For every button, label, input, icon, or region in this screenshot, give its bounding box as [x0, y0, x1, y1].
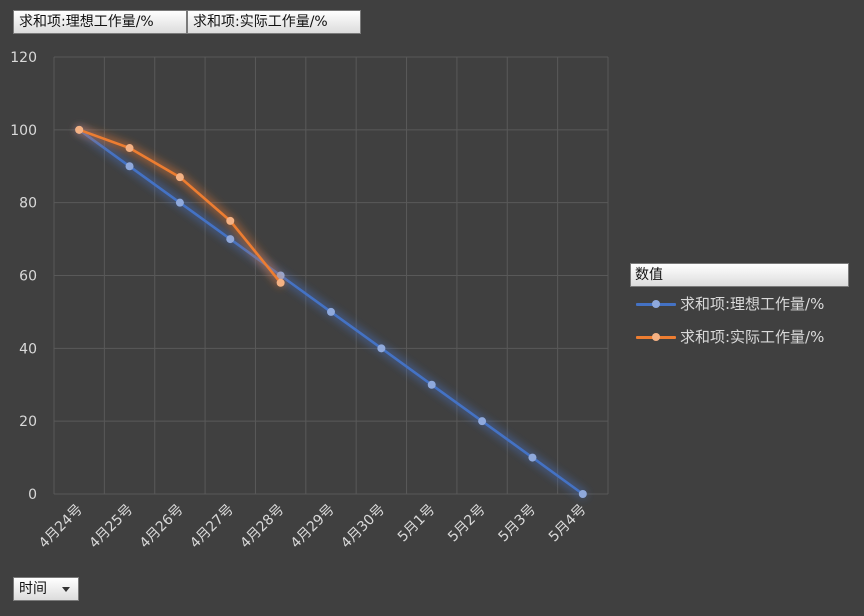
legend-label-actual: 求和项:实际工作量/% — [680, 328, 825, 346]
x-tick-label: 4月24号 — [36, 502, 86, 552]
y-tick-label: 20 — [19, 414, 37, 430]
x-tick-label: 4月28号 — [237, 502, 287, 552]
legend-swatch-ideal — [636, 300, 676, 308]
data-point-ideal — [578, 490, 587, 498]
x-tick-label: 4月30号 — [338, 502, 388, 552]
legend-marker-ideal — [652, 300, 660, 308]
axis-field-time-dropdown[interactable]: 时间 — [13, 577, 79, 601]
x-tick-label: 5月4号 — [546, 502, 590, 546]
legend-title-button[interactable]: 数值 — [630, 263, 849, 287]
legend-label-ideal: 求和项:理想工作量/% — [680, 295, 825, 313]
x-tick-label: 4月26号 — [137, 502, 187, 552]
data-point-ideal — [377, 344, 386, 353]
x-tick-label: 5月2号 — [445, 502, 489, 546]
data-point-ideal — [226, 235, 235, 244]
legend-swatch-actual — [636, 333, 676, 341]
y-tick-label: 80 — [19, 196, 37, 212]
field-button-actual[interactable]: 求和项:实际工作量/% — [187, 10, 361, 34]
legend-title: 数值 — [635, 267, 663, 283]
y-tick-label: 120 — [10, 50, 37, 66]
chart-gridlines — [53, 56, 609, 495]
data-point-ideal — [528, 453, 537, 462]
legend-marker-actual — [652, 333, 660, 341]
chart-series — [74, 125, 588, 499]
data-point-ideal — [327, 307, 335, 316]
data-point-actual — [75, 125, 84, 134]
series-ideal — [74, 125, 588, 499]
field-button-ideal[interactable]: 求和项:理想工作量/% — [13, 10, 187, 34]
x-tick-label: 4月29号 — [288, 502, 338, 552]
data-point-actual — [125, 144, 134, 153]
data-point-actual — [175, 173, 184, 182]
data-point-ideal — [478, 417, 487, 426]
field-button-actual-label: 求和项:实际工作量/% — [193, 14, 328, 30]
x-tick-label: 4月25号 — [86, 502, 136, 552]
y-axis-ticks: 0 20 40 60 80 100 120 — [10, 50, 37, 503]
data-point-ideal — [175, 198, 184, 207]
dropdown-arrow-icon — [62, 587, 70, 592]
y-tick-label: 60 — [19, 269, 37, 285]
x-tick-label: 5月3号 — [496, 502, 540, 546]
field-button-ideal-label: 求和项:理想工作量/% — [19, 14, 154, 30]
y-tick-label: 0 — [28, 487, 37, 503]
y-tick-label: 40 — [19, 341, 37, 357]
data-point-actual — [226, 216, 235, 225]
y-tick-label: 100 — [10, 123, 37, 139]
series-actual — [74, 125, 286, 288]
x-tick-label: 4月27号 — [187, 502, 237, 552]
x-axis-ticks: 4月24号 4月25号 4月26号 4月27号 4月28号 4月29号 4月30号 5月1号 5… — [36, 502, 590, 552]
axis-field-time-label: 时间 — [19, 581, 47, 597]
data-point-ideal — [427, 380, 436, 389]
data-point-ideal — [125, 162, 134, 171]
x-tick-label: 5月1号 — [395, 502, 439, 546]
data-point-actual — [276, 278, 285, 287]
